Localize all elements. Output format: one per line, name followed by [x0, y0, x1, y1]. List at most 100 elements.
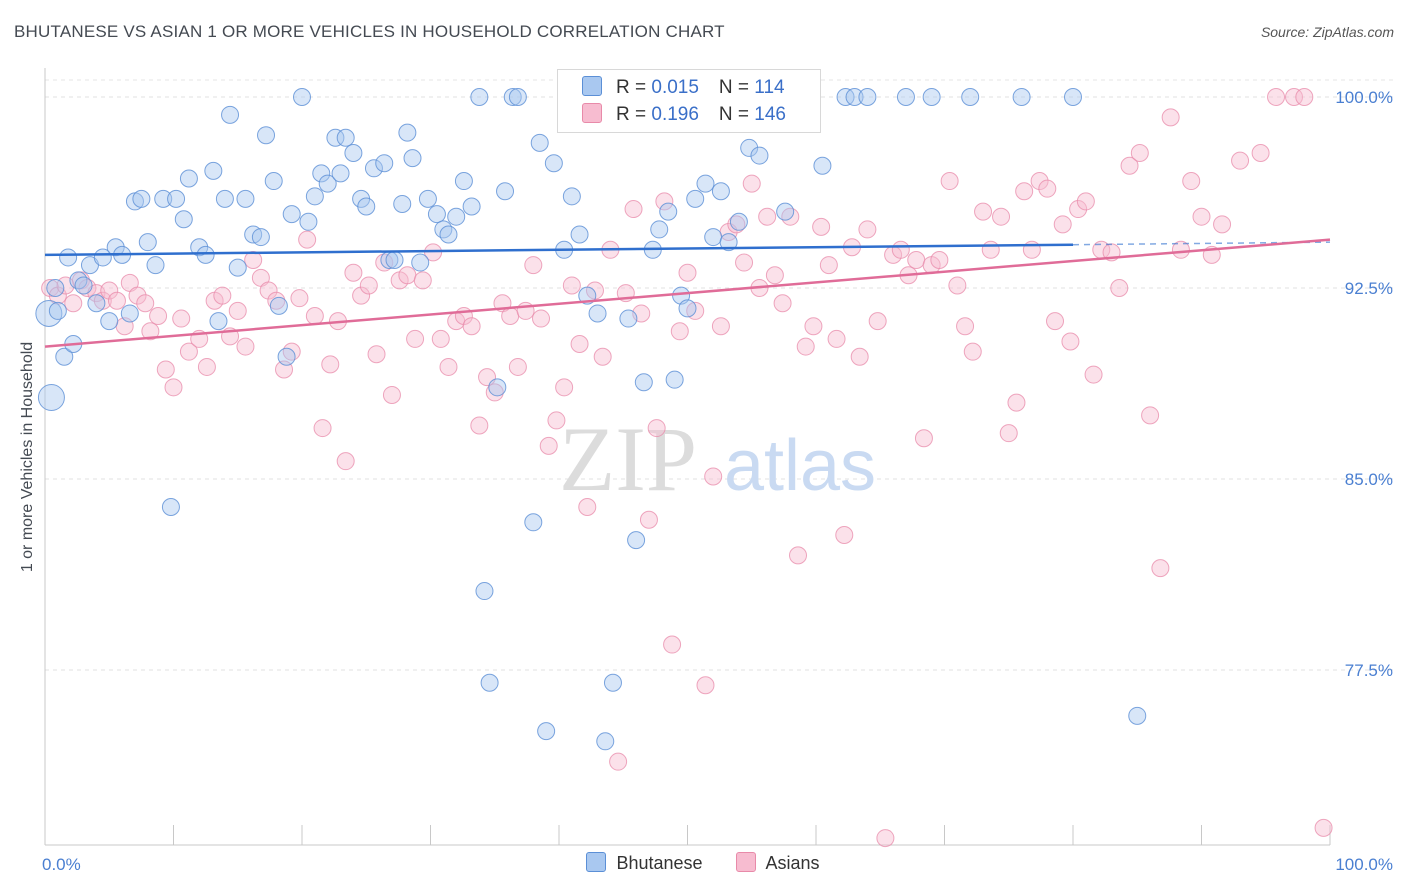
asians-point [773, 294, 792, 313]
bhutanese-point [659, 202, 678, 221]
asians-point [547, 411, 566, 430]
asians-swatch-icon [582, 103, 602, 123]
tick-labels: 77.5% 85.0% 92.5% 100.0% 0.0% 100.0% [42, 88, 1393, 874]
asians-point [670, 322, 689, 341]
asians-point [244, 250, 263, 269]
bhutanese-point [922, 88, 941, 106]
bhutanese-point [411, 253, 430, 272]
asians-point [290, 289, 309, 308]
asians-point [1161, 108, 1180, 127]
asians-point [431, 329, 450, 348]
asians-point [228, 301, 247, 320]
bhutanese-point [813, 156, 832, 175]
asians-point [609, 752, 628, 771]
bhutanese-point [858, 88, 877, 106]
asians-point [149, 307, 168, 326]
asians-point [236, 337, 255, 356]
n-value-bhutanese: 114 [754, 77, 785, 98]
asians-point [1295, 88, 1314, 106]
r-label: R = [616, 77, 652, 98]
asians-point [907, 250, 926, 269]
asians-point [1061, 332, 1080, 351]
r-label: R = [616, 104, 652, 125]
bhutanese-point [375, 154, 394, 173]
bhutanese-point [209, 312, 228, 331]
bhutanese-point [427, 205, 446, 224]
asians-point [639, 510, 658, 529]
asians-point [655, 192, 674, 211]
r-value-asians: 0.196 [651, 104, 699, 125]
bhutanese-point [470, 88, 489, 106]
asians-point [850, 347, 869, 366]
asians-point [298, 230, 317, 249]
bhutanese-point [221, 105, 240, 124]
y-tick-label: 85.0% [1345, 470, 1393, 489]
asians-point [735, 253, 754, 272]
bhutanese-point [588, 304, 607, 323]
bhutanese-point [167, 189, 186, 208]
asians-point [1267, 88, 1286, 106]
r-value-bhutanese: 0.015 [651, 77, 699, 98]
asians-point [948, 276, 967, 295]
bhutanese-point [154, 189, 173, 208]
bhutanese-point [1128, 706, 1147, 725]
bhutanese-point [251, 228, 270, 247]
asians-point [508, 357, 527, 376]
legend-item-asians: Asians [735, 852, 820, 874]
bhutanese-point [59, 248, 78, 267]
bhutanese-point [228, 258, 247, 277]
asians-legend-swatch-icon [735, 852, 756, 872]
asians-point [819, 256, 838, 275]
legend-item-bhutanese: Bhutanese [586, 852, 703, 874]
asians-point [555, 378, 574, 397]
bhutanese-point [627, 531, 646, 550]
asians-point [1182, 172, 1201, 191]
asians-point [321, 355, 340, 374]
bhutanese-point [37, 384, 65, 412]
watermark-zip: ZIP [559, 408, 697, 510]
n-label: N = [718, 104, 755, 125]
asians-point [1015, 182, 1034, 201]
asians-point [930, 250, 949, 269]
bhutanese-point [544, 154, 563, 173]
asians-point [344, 263, 363, 282]
source-credit: Source: ZipAtlas.com [1260, 24, 1394, 40]
bhutanese-point [508, 88, 527, 106]
asians-point [382, 385, 401, 404]
asians-point [259, 281, 278, 300]
asians-point [485, 383, 504, 402]
asians-point [1120, 156, 1139, 175]
x-tick-label: 0.0% [42, 855, 81, 874]
bhutanese-point [179, 169, 198, 188]
n-value-asians: 146 [754, 104, 786, 125]
bhutanese-point [190, 238, 209, 257]
legend-label-asians: Asians [765, 853, 820, 873]
asians-point [179, 342, 198, 361]
bhutanese-point [35, 299, 63, 327]
asians-point [1053, 215, 1072, 234]
bhutanese-point [106, 238, 125, 257]
asians-point [1084, 365, 1103, 384]
bhutanese-point [439, 225, 458, 244]
bhutanese-point [696, 174, 715, 193]
asians-point [812, 217, 831, 236]
asians-point [532, 309, 551, 328]
asians-point [1069, 200, 1088, 219]
asians-point [470, 416, 489, 435]
asians-point [398, 266, 417, 285]
bhutanese-point [403, 149, 422, 168]
bhutanese-point [161, 498, 180, 517]
asians-point [336, 452, 355, 471]
asians-point [992, 207, 1011, 226]
asians-point [742, 174, 761, 193]
asians-point [696, 676, 715, 695]
bhutanese-point [454, 172, 473, 191]
bhutanese-point [69, 271, 88, 290]
asians-point [727, 215, 746, 234]
bhutanese-point [264, 172, 283, 191]
bhutanese-point [686, 189, 705, 208]
bhutanese-point [100, 312, 119, 331]
asians-point [796, 337, 815, 356]
asians-point [570, 335, 589, 354]
bhutanese-trend-line [44, 243, 1074, 257]
